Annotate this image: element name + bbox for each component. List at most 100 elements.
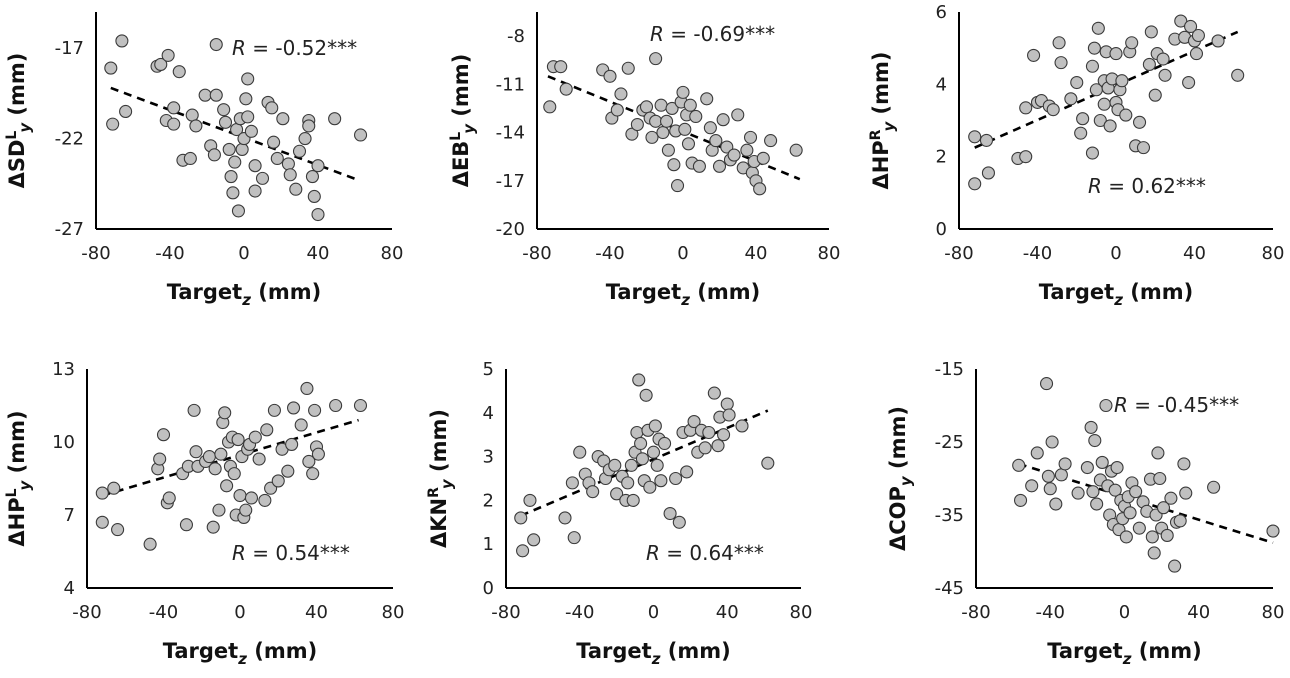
x-tick-label: -80 [944,243,973,264]
data-point [632,373,646,387]
correlation-label: R = 0.62*** [1088,174,1206,198]
data-point [667,158,681,172]
data-point [1115,74,1129,88]
scatter-panel-6: -80 -40 0 40 80 -15 -25 -35 -45 Targetz (mm) ΔCOPy… [886,359,1284,668]
x-tick-label: 40 [745,243,768,264]
data-point [1123,506,1137,520]
data-point [115,34,129,48]
x-tick-label: -80 [522,243,551,264]
y-tick-label: 13 [52,359,75,380]
data-point [660,114,674,128]
data-point [559,82,573,96]
y-tick-label: -20 [496,219,525,240]
y-tick-label: -45 [935,578,964,599]
trend-line [101,418,359,497]
trend-line [520,409,769,517]
data-point [727,148,741,162]
data-point [669,471,683,486]
data-point [206,520,220,534]
data-point [239,92,253,106]
data-point [789,143,803,157]
x-tick-label: 80 [1262,243,1285,264]
data-point [624,458,638,472]
data-point [635,452,649,466]
data-point [711,439,725,453]
x-tick-label: 0 [677,243,688,264]
data-point [1049,497,1063,511]
data-point [761,456,775,470]
data-point [311,447,325,461]
y-axis-title: ΔHPLy (mm) [4,410,34,546]
data-point [1231,68,1245,82]
x-tick-label: -40 [149,602,178,623]
data-point [709,134,723,148]
data-point [189,119,203,133]
data-point [281,157,295,171]
x-tick-label: 80 [1262,602,1285,623]
data-point [111,523,125,537]
data-point [1070,75,1084,90]
data-point [1052,36,1066,50]
data-point [639,100,654,114]
data-point [1054,468,1068,482]
x-tick-label: 40 [305,602,328,623]
y-tick-label: 2 [483,490,494,511]
data-point [670,179,685,193]
data-point [740,143,754,157]
y-tick-label: -35 [935,505,964,526]
data-point [167,101,181,115]
y-axis-title: ΔHPRy (mm) [868,51,898,189]
data-point [202,450,216,464]
x-tick-label: -80 [491,602,520,623]
data-point [95,515,109,529]
x-tick-label: -80 [81,243,110,264]
scatter-panel-4: -80 -40 0 40 80 4 7 10 13 Targetz (mm) ΔHPLy (mm) R… [4,359,404,668]
data-point [106,117,120,131]
data-point [1012,458,1026,472]
data-point [707,386,721,400]
data-point [573,445,587,459]
data-point [1086,485,1100,499]
data-point [1095,455,1109,469]
data-point [207,148,221,162]
data-point [639,388,653,402]
data-point [329,398,343,413]
data-point [523,493,537,507]
data-point [298,132,312,146]
correlation-label: R = -0.52*** [232,36,357,60]
y-tick-label: 4 [936,74,947,95]
data-point [143,537,157,551]
data-point [1148,88,1162,102]
data-point [614,87,628,101]
x-axis-title: Targetz (mm) [576,639,730,668]
data-point [260,423,274,437]
data-point [648,419,662,433]
data-point [1153,471,1167,486]
data-point [1177,457,1191,471]
data-point [1144,25,1158,39]
correlation-label: R = 0.64*** [646,541,764,565]
data-point [543,100,557,114]
data-point [218,115,233,129]
data-point [698,441,712,455]
data-point [1097,97,1111,111]
data-point [1085,59,1099,73]
data-point [353,128,368,142]
data-point [248,159,262,173]
data-point [308,403,322,417]
data-point [281,464,295,478]
data-point [307,189,321,203]
data-point [1074,126,1088,140]
data-point [1087,41,1101,55]
data-point [756,151,770,165]
data-point [692,159,706,173]
data-point [217,103,231,117]
data-point [1145,530,1159,544]
data-point [683,98,697,112]
data-point [1041,469,1055,483]
data-point [645,130,659,144]
x-tick-label: -80 [961,602,990,623]
data-point [603,69,617,83]
data-point [167,117,181,131]
data-point [658,436,672,451]
